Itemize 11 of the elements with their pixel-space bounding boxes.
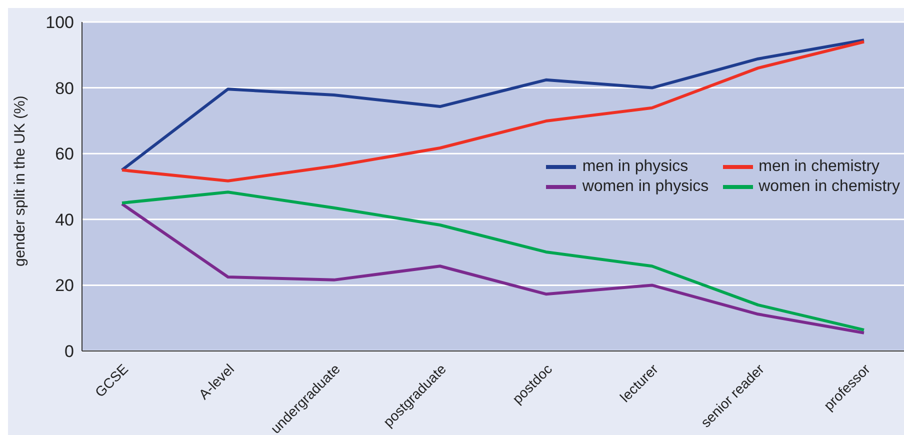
legend-label: women in chemistry (758, 178, 900, 196)
y-tick-label: 40 (55, 210, 74, 230)
y-axis-title: gender split in the UK (%) (11, 96, 28, 266)
y-tick-label: 0 (64, 342, 74, 362)
y-tick-label: 20 (55, 276, 74, 296)
legend-label: men in chemistry (758, 158, 880, 176)
legend-label: men in physics (582, 158, 688, 176)
y-tick-label: 100 (46, 13, 74, 32)
y-tick-label: 80 (55, 78, 74, 98)
y-tick-label: 60 (55, 144, 74, 164)
legend-label: women in physics (582, 178, 709, 196)
